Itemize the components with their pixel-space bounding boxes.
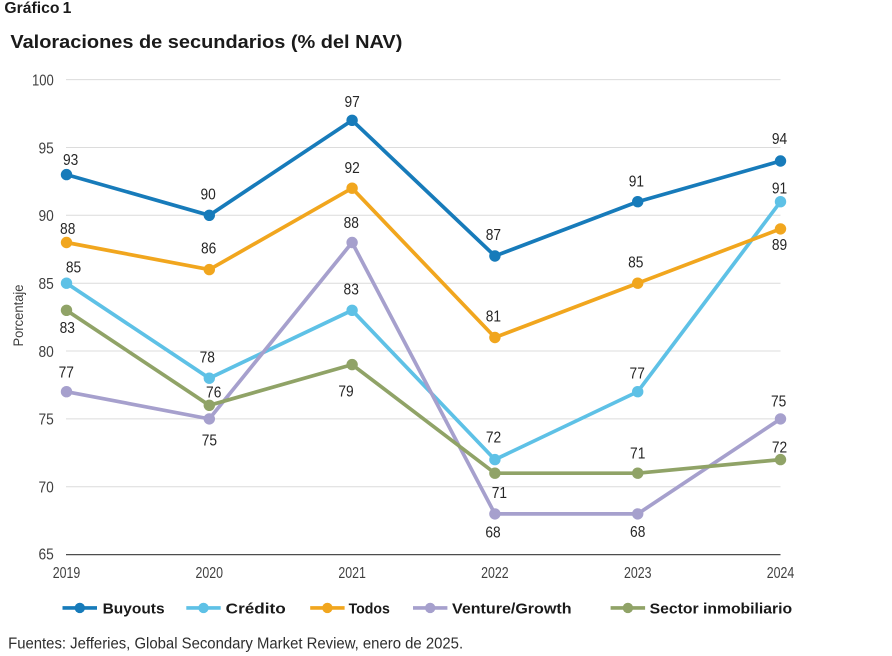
- svg-text:88: 88: [60, 221, 75, 238]
- svg-text:75: 75: [771, 393, 786, 410]
- svg-text:2024: 2024: [767, 565, 795, 582]
- svg-text:72: 72: [486, 429, 501, 446]
- svg-text:77: 77: [630, 365, 645, 382]
- svg-text:88: 88: [344, 215, 359, 232]
- svg-text:77: 77: [59, 364, 74, 381]
- svg-text:80: 80: [39, 344, 54, 361]
- svg-text:76: 76: [206, 385, 221, 402]
- svg-text:85: 85: [628, 255, 643, 272]
- svg-text:75: 75: [39, 412, 54, 429]
- svg-text:91: 91: [772, 181, 787, 198]
- svg-text:Buyouts: Buyouts: [103, 601, 165, 618]
- svg-text:91: 91: [629, 174, 644, 191]
- svg-text:83: 83: [344, 282, 359, 299]
- svg-text:78: 78: [200, 349, 215, 366]
- svg-text:68: 68: [485, 524, 500, 541]
- svg-text:Porcentaje: Porcentaje: [11, 285, 26, 347]
- svg-text:72: 72: [772, 440, 787, 457]
- svg-text:2020: 2020: [196, 565, 224, 582]
- svg-text:89: 89: [772, 237, 787, 254]
- svg-text:100: 100: [32, 72, 54, 89]
- svg-text:95: 95: [39, 140, 54, 157]
- svg-text:90: 90: [200, 187, 215, 204]
- svg-text:Sector inmobiliario: Sector inmobiliario: [650, 601, 792, 618]
- svg-text:2022: 2022: [481, 565, 509, 582]
- svg-text:2023: 2023: [624, 565, 652, 582]
- svg-text:85: 85: [66, 259, 81, 276]
- svg-text:2019: 2019: [53, 565, 81, 582]
- svg-text:79: 79: [338, 384, 353, 401]
- svg-text:68: 68: [630, 524, 645, 541]
- svg-text:Crédito: Crédito: [226, 601, 286, 618]
- svg-text:Gráfico 1: Gráfico 1: [4, 0, 71, 17]
- svg-text:Venture/Growth: Venture/Growth: [452, 601, 572, 618]
- svg-text:87: 87: [486, 227, 501, 244]
- svg-text:85: 85: [39, 276, 54, 293]
- svg-text:93: 93: [63, 152, 78, 169]
- svg-text:75: 75: [202, 433, 217, 450]
- svg-text:70: 70: [39, 480, 54, 497]
- svg-text:2021: 2021: [338, 565, 366, 582]
- svg-text:83: 83: [60, 320, 75, 337]
- svg-text:97: 97: [344, 94, 359, 111]
- svg-text:81: 81: [486, 309, 501, 326]
- svg-text:86: 86: [201, 240, 216, 257]
- svg-text:Todos: Todos: [349, 601, 390, 618]
- svg-text:Fuentes: Jefferies, Global Sec: Fuentes: Jefferies, Global Secondary Mar…: [8, 636, 463, 653]
- svg-text:90: 90: [39, 208, 54, 225]
- svg-text:65: 65: [39, 547, 54, 564]
- svg-text:Valoraciones de secundarios (%: Valoraciones de secundarios (% del NAV): [10, 31, 402, 52]
- svg-text:71: 71: [630, 446, 645, 463]
- svg-text:94: 94: [772, 131, 787, 148]
- svg-text:71: 71: [492, 485, 507, 502]
- svg-text:92: 92: [344, 160, 359, 177]
